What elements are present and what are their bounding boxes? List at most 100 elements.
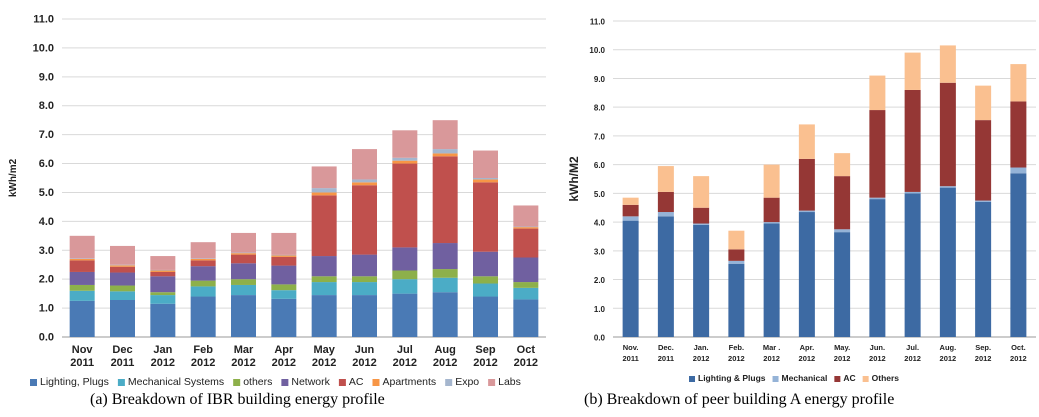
x-tick-label-year: 2012: [728, 354, 745, 363]
x-tick-label-year: 2012: [352, 357, 376, 369]
x-tick-label-year: 2012: [151, 357, 175, 369]
bar-segment: [110, 264, 135, 266]
x-tick-label-month: Apr: [274, 344, 294, 356]
y-tick-label: 10.0: [33, 42, 54, 54]
bar-segment: [432, 292, 458, 337]
bar-segment: [473, 178, 498, 180]
bar-segment: [190, 260, 216, 267]
bar-segment: [190, 258, 216, 261]
bar-segment: [311, 282, 337, 296]
legend-entry: Network: [291, 376, 330, 388]
bar-segment: [693, 224, 710, 337]
bar-segment: [975, 201, 992, 337]
bar-segment: [622, 204, 639, 217]
bar-segment: [352, 295, 377, 337]
x-tick-label-year: 2011: [111, 357, 135, 369]
bar-segment: [311, 192, 337, 196]
x-tick-label-month: Mar: [234, 344, 254, 356]
x-tick-label-month: Jul.: [906, 343, 919, 352]
bar-segment: [869, 197, 886, 200]
x-tick-label-year: 2012: [191, 357, 215, 369]
x-tick-label-year: 2012: [940, 354, 957, 363]
bar-segment: [352, 254, 377, 277]
bar-segment: [190, 266, 216, 281]
legend-swatch: [338, 379, 346, 386]
x-tick-label-year: 2012: [272, 357, 296, 369]
x-tick-label-year: 2011: [658, 354, 674, 363]
bar-segment: [69, 235, 95, 259]
bar-segment: [271, 254, 297, 256]
bar-segment: [939, 45, 956, 83]
x-tick-label-year: 2012: [693, 354, 710, 363]
legend-entry: AC: [349, 376, 364, 388]
bar-segment: [150, 276, 176, 293]
caption-chart-a: (a) Breakdown of IBR building energy pro…: [90, 391, 385, 408]
y-tick-label: 3.0: [39, 245, 54, 257]
bar-segment: [869, 110, 886, 198]
bar-segment: [271, 265, 297, 285]
bar-segment: [834, 153, 851, 177]
bar-segment: [271, 256, 297, 266]
bar-segment: [271, 284, 297, 291]
bar-segment: [69, 258, 95, 259]
bar-segment: [231, 252, 256, 254]
bar-segment: [657, 212, 674, 217]
x-tick-label-year: 2012: [834, 354, 851, 363]
bar-segment: [311, 256, 337, 277]
x-tick-label-year: 2012: [312, 357, 336, 369]
bar-segment: [392, 247, 418, 271]
bar-segment: [352, 185, 377, 255]
bar-segment: [69, 300, 95, 337]
bar-segment: [473, 182, 498, 252]
bar-segment: [904, 52, 921, 90]
bar-segment: [513, 282, 539, 288]
bar-segment: [939, 82, 956, 187]
bar-segment: [513, 227, 539, 229]
bar-segment: [69, 260, 95, 272]
bar-segment: [392, 279, 418, 294]
legend-entry: Expo: [455, 376, 479, 388]
y-tick-label: 10.0: [589, 46, 605, 55]
bar-segment: [834, 229, 851, 233]
bar-segment: [311, 188, 337, 193]
x-tick-label-year: 2012: [1010, 354, 1027, 363]
legend-entry: Others: [872, 373, 900, 383]
bar-segment: [231, 253, 256, 255]
y-tick-label: 7.0: [594, 132, 606, 141]
bar-segment: [190, 296, 216, 337]
legend-entry: Mechanical: [782, 373, 828, 383]
bar-segment: [110, 265, 135, 267]
x-tick-label-month: Oct.: [1011, 343, 1026, 352]
x-tick-label-month: Jan.: [694, 343, 709, 352]
bar-segment: [513, 287, 539, 300]
bar-segment: [352, 182, 377, 186]
y-tick-label: 8.0: [39, 100, 54, 112]
bar-segment: [834, 232, 851, 337]
bar-segment: [150, 292, 176, 296]
y-tick-label: 8.0: [594, 104, 606, 113]
bar-segment: [473, 276, 498, 284]
bar-segment: [513, 299, 539, 337]
bar-segment: [513, 257, 539, 283]
bar-segment: [190, 242, 216, 259]
bar-segment: [1010, 64, 1027, 102]
bar-segment: [939, 187, 956, 337]
y-tick-label: 5.0: [594, 190, 606, 199]
bar-segment: [352, 179, 377, 183]
legend-entry: Mechanical Systems: [128, 376, 224, 388]
bar-segment: [798, 210, 815, 213]
legend-swatch: [372, 379, 380, 386]
bar-segment: [728, 260, 745, 264]
y-tick-label: 7.0: [39, 129, 54, 141]
bar-segment: [271, 255, 297, 257]
x-tick-label-year: 2011: [622, 354, 638, 363]
bar-segment: [432, 277, 458, 293]
bar-segment: [432, 269, 458, 278]
x-tick-label-year: 2012: [869, 354, 886, 363]
y-tick-label: 2.0: [39, 274, 54, 286]
bar-segment: [975, 200, 992, 202]
bar-segment: [231, 284, 256, 296]
bar-segment: [869, 75, 886, 111]
bar-segment: [473, 283, 498, 297]
bar-segment: [622, 220, 639, 337]
